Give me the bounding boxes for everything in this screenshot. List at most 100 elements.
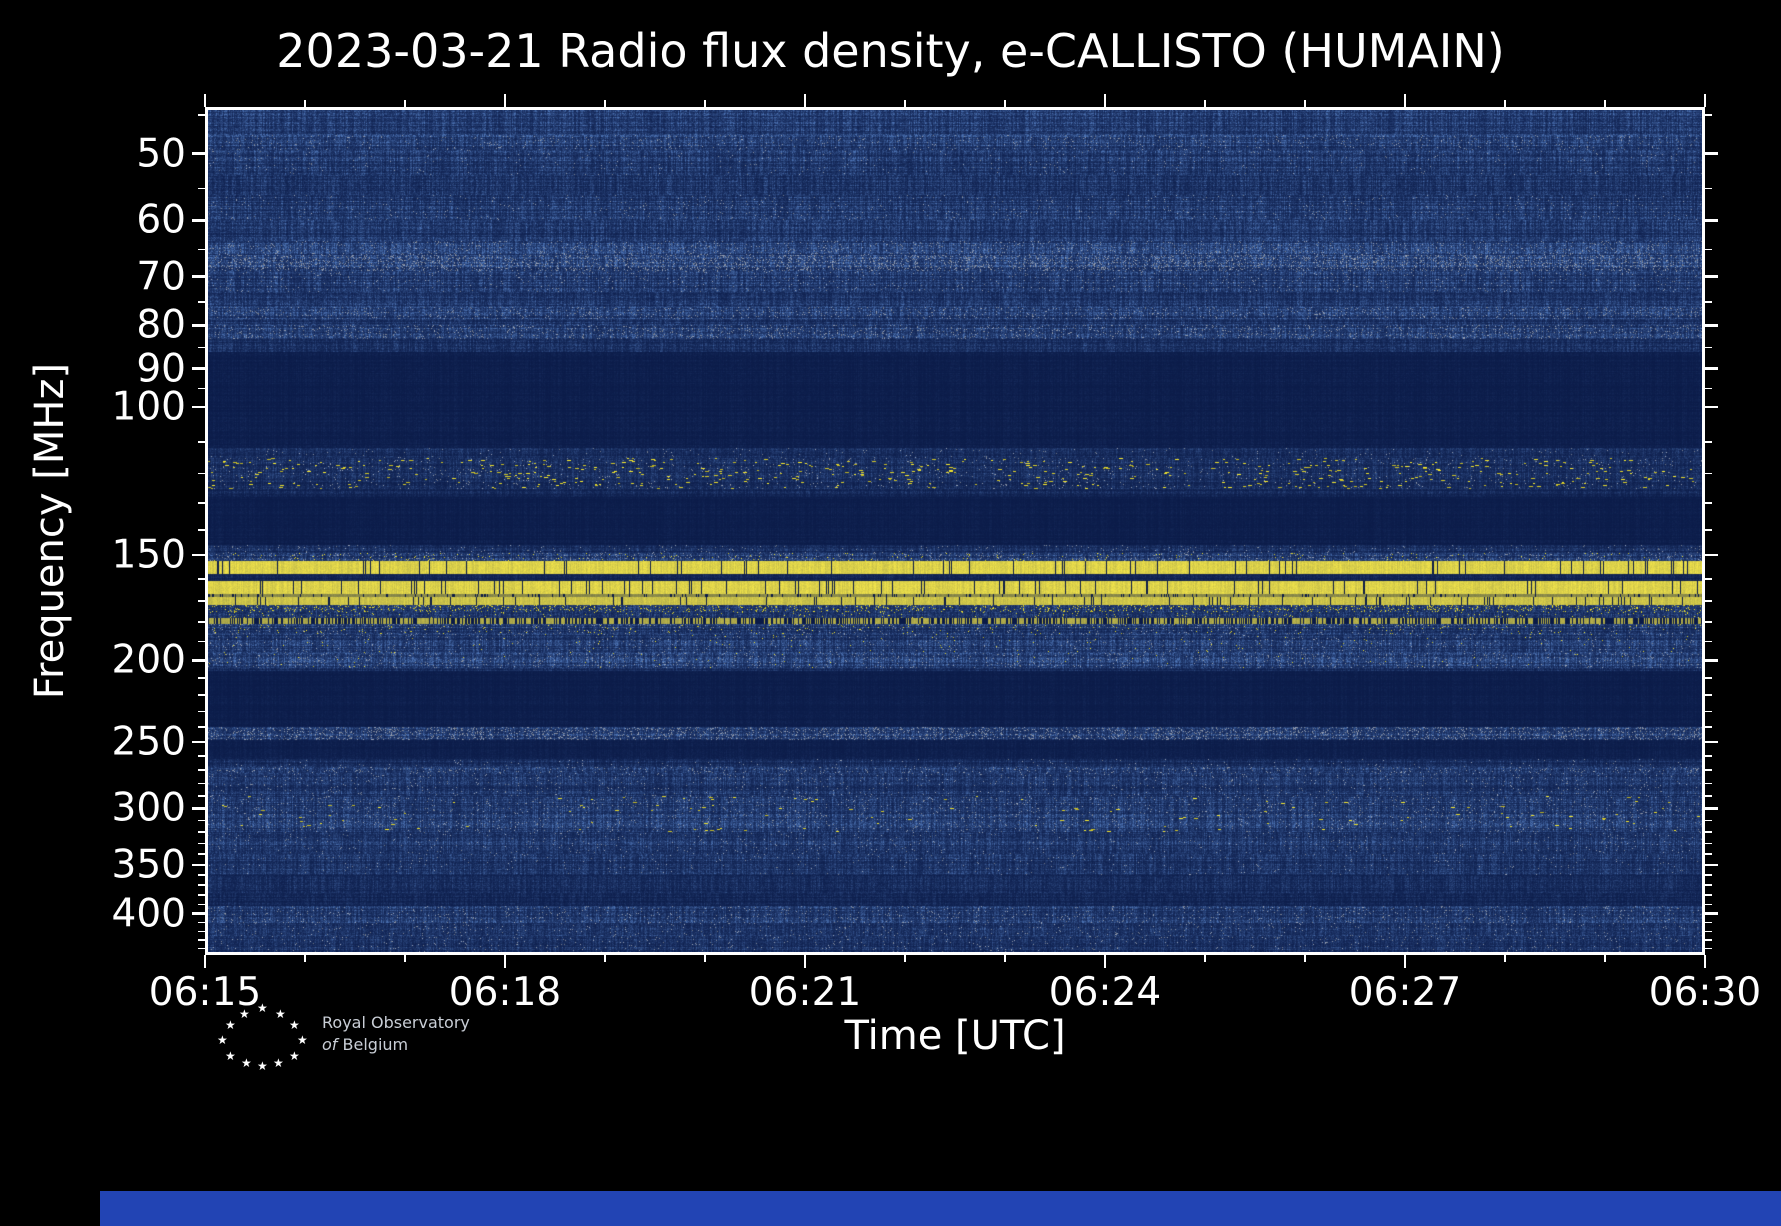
- tick-mark: [1103, 955, 1107, 968]
- tick-mark: [198, 346, 205, 349]
- tick-mark: [1504, 955, 1506, 962]
- tick-mark: [198, 782, 205, 784]
- rob-logo-star-icon: ★: [257, 1001, 268, 1015]
- rob-logo-text-line2: of Belgium: [322, 1034, 470, 1056]
- tick-mark: [1705, 659, 1718, 662]
- tick-mark: [192, 152, 205, 155]
- tick-mark: [1705, 346, 1712, 349]
- tick-mark: [198, 578, 205, 580]
- footer-bar: [100, 1191, 1781, 1226]
- tick-mark: [1304, 955, 1306, 962]
- tick-mark: [198, 755, 205, 757]
- tick-mark: [1705, 640, 1712, 643]
- tick-mark: [1304, 100, 1306, 107]
- tick-mark: [1705, 726, 1712, 728]
- x-tick-label: 06:21: [748, 970, 862, 1015]
- tick-mark: [192, 740, 205, 744]
- tick-mark: [198, 114, 205, 116]
- rob-logo-star-icon: ★: [289, 1018, 300, 1032]
- tick-mark: [1705, 114, 1712, 116]
- x-tick-label: 06:27: [1348, 970, 1462, 1015]
- tick-mark: [198, 874, 205, 876]
- tick-mark: [1604, 955, 1606, 962]
- y-tick-label: 50: [136, 131, 186, 177]
- tick-mark: [198, 930, 205, 933]
- tick-mark: [198, 600, 205, 602]
- tick-mark: [198, 677, 205, 679]
- tick-mark: [1705, 301, 1712, 303]
- rob-logo-star-icon: ★: [241, 1056, 252, 1070]
- y-tick-label: 90: [136, 346, 186, 391]
- tick-mark: [1705, 367, 1718, 370]
- tick-mark: [604, 100, 606, 107]
- y-tick-label: 100: [111, 384, 186, 430]
- tick-mark: [1705, 710, 1712, 713]
- tick-mark: [198, 726, 205, 728]
- tick-mark: [1705, 694, 1712, 696]
- tick-mark: [1504, 100, 1506, 107]
- tick-mark: [198, 853, 205, 855]
- tick-mark: [1705, 853, 1712, 855]
- rob-logo-star-icon: ★: [289, 1049, 300, 1063]
- tick-mark: [304, 955, 306, 962]
- tick-mark: [198, 640, 205, 643]
- x-tick-label: 06:18: [448, 970, 562, 1015]
- tick-mark: [1204, 100, 1206, 107]
- tick-mark: [192, 275, 205, 278]
- tick-mark: [198, 502, 205, 504]
- rob-logo-text-belgium: Belgium: [342, 1035, 409, 1055]
- tick-mark: [304, 100, 306, 107]
- rob-logo-text-of: of: [322, 1035, 338, 1055]
- tick-mark: [198, 248, 205, 251]
- tick-mark: [704, 100, 706, 107]
- x-tick-label: 06:30: [1648, 970, 1762, 1015]
- tick-mark: [1705, 903, 1712, 906]
- tick-mark: [1705, 600, 1712, 602]
- tick-mark: [198, 529, 205, 531]
- tick-mark: [404, 100, 406, 107]
- rob-logo-star-icon: ★: [273, 1056, 284, 1070]
- rob-logo-star-icon: ★: [225, 1018, 236, 1032]
- tick-mark: [198, 795, 205, 797]
- tick-mark: [1705, 187, 1712, 190]
- tick-mark: [904, 100, 906, 107]
- tick-mark: [1705, 947, 1712, 950]
- tick-mark: [198, 939, 205, 941]
- rob-logo-star-icon: ★: [239, 1007, 250, 1021]
- tick-mark: [192, 405, 205, 409]
- tick-mark: [1403, 955, 1407, 968]
- tick-mark: [198, 842, 205, 845]
- tick-mark: [198, 894, 205, 896]
- y-tick-label: 250: [111, 719, 186, 765]
- tick-mark: [1204, 955, 1206, 962]
- tick-mark: [198, 441, 205, 443]
- x-tick-label: 06:15: [148, 970, 262, 1015]
- tick-mark: [198, 301, 205, 303]
- tick-mark: [1705, 894, 1712, 896]
- tick-mark: [1604, 100, 1606, 107]
- tick-mark: [192, 324, 205, 327]
- rob-logo-star-icon: ★: [217, 1033, 228, 1047]
- tick-mark: [198, 903, 205, 906]
- tick-mark: [1103, 94, 1107, 107]
- y-tick-label: 60: [136, 197, 186, 243]
- y-axis-title: Frequency [MHz]: [27, 362, 73, 700]
- tick-mark: [1705, 740, 1718, 744]
- tick-mark: [1705, 863, 1718, 867]
- tick-mark: [1705, 884, 1712, 886]
- rob-logo-text: Royal Observatory of Belgium: [322, 1012, 470, 1057]
- tick-mark: [1705, 472, 1712, 475]
- tick-mark: [198, 769, 205, 771]
- tick-mark: [1705, 921, 1712, 924]
- x-axis-title: Time [UTC]: [844, 1013, 1066, 1059]
- tick-mark: [1705, 529, 1712, 531]
- tick-mark: [1705, 324, 1718, 327]
- tick-mark: [203, 94, 207, 107]
- tick-mark: [192, 219, 205, 222]
- tick-mark: [1703, 94, 1707, 107]
- tick-mark: [1705, 795, 1712, 797]
- tick-mark: [1705, 152, 1718, 155]
- tick-mark: [198, 921, 205, 924]
- tick-mark: [803, 955, 807, 968]
- tick-mark: [1705, 219, 1718, 222]
